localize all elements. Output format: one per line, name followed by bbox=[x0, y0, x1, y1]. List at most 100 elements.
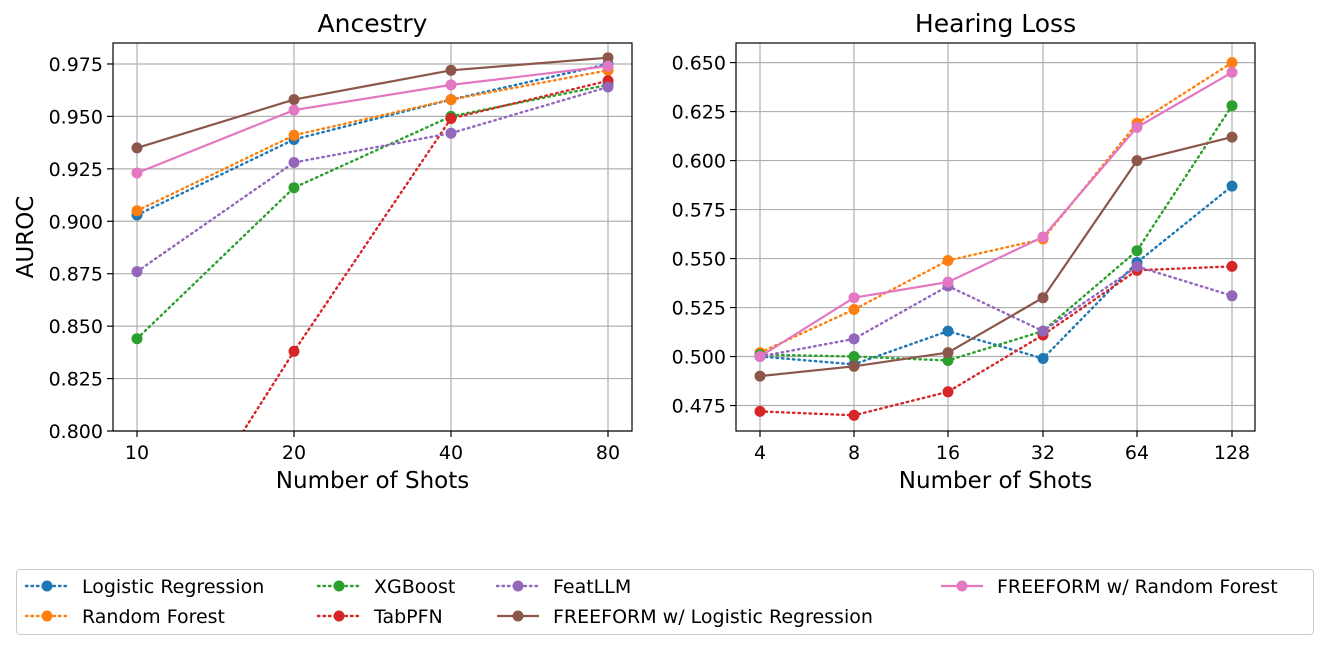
x-axis-label: Number of Shots bbox=[276, 468, 469, 494]
point-featllm-128 bbox=[1226, 290, 1238, 302]
chart-title: Hearing Loss bbox=[915, 9, 1076, 38]
x-tick-label: 128 bbox=[1214, 442, 1250, 464]
y-axis-label: AUROC bbox=[13, 196, 39, 279]
y-tick-label: 0.875 bbox=[49, 264, 103, 286]
y-tick-label: 0.500 bbox=[672, 347, 726, 369]
y-tick-label: 0.575 bbox=[672, 200, 726, 222]
point-freeform-w-logistic-regression-20 bbox=[288, 94, 300, 106]
axes-frame bbox=[112, 42, 633, 432]
point-freeform-w-random-forest-10 bbox=[131, 167, 143, 179]
point-freeform-w-random-forest-16 bbox=[942, 276, 954, 288]
series-line-tabpfn bbox=[242, 79, 610, 431]
series-line-featllm bbox=[758, 265, 1234, 358]
point-featllm-8 bbox=[848, 333, 860, 345]
series-line-random-forest bbox=[758, 61, 1234, 354]
chart-figure: 10 20 40 80 0.800 0.825 0.850 0.875 0.900 0.925 0.… bbox=[13, 9, 1256, 494]
point-freeform-w-logistic-regression-32 bbox=[1037, 292, 1049, 304]
x-tick-label: 20 bbox=[282, 442, 306, 464]
x-tick-label: 10 bbox=[125, 442, 149, 464]
chart-title: Ancestry bbox=[318, 9, 428, 38]
chart-hearing-loss: 4 8 16 32 64 128 0.475 0.500 0.525 0.550 0.575 0.60… bbox=[672, 9, 1256, 494]
y-tick-label: 0.975 bbox=[49, 54, 103, 76]
point-random-forest-8 bbox=[848, 304, 860, 315]
series-line-freeform-w-random-forest bbox=[136, 65, 609, 175]
y-tick-label: 0.850 bbox=[49, 316, 103, 338]
y-tick-label: 0.825 bbox=[49, 369, 103, 391]
point-freeform-w-logistic-regression-10 bbox=[131, 142, 143, 154]
x-tick-label: 64 bbox=[1125, 442, 1149, 464]
x-tick-label: 4 bbox=[754, 442, 766, 464]
point-freeform-w-random-forest-128 bbox=[1226, 66, 1238, 78]
x-tick-label: 16 bbox=[936, 442, 960, 464]
point-freeform-w-random-forest-8 bbox=[848, 292, 860, 304]
point-logistic-regression-128 bbox=[1226, 180, 1238, 192]
x-tick-label: 40 bbox=[439, 442, 463, 464]
point-freeform-w-random-forest-20 bbox=[288, 104, 300, 116]
point-random-forest-40 bbox=[445, 94, 457, 106]
point-random-forest-10 bbox=[131, 205, 143, 217]
series-line-freeform-w-logistic-regression bbox=[136, 56, 609, 149]
point-logistic-regression-16 bbox=[942, 325, 954, 337]
y-tick-label: 0.550 bbox=[672, 249, 726, 271]
y-tick-label: 0.950 bbox=[49, 106, 103, 128]
series-line-logistic-regression bbox=[135, 62, 610, 217]
point-freeform-w-logistic-regression-16 bbox=[942, 347, 954, 359]
point-freeform-w-random-forest-32 bbox=[1037, 231, 1049, 243]
point-tabpfn-8 bbox=[848, 409, 860, 421]
series-group bbox=[131, 52, 614, 431]
y-tick-label: 0.475 bbox=[672, 396, 726, 418]
y-tick-label: 0.625 bbox=[672, 102, 726, 124]
legend bbox=[16, 569, 1314, 635]
gridlines bbox=[113, 43, 632, 432]
point-featllm-40 bbox=[445, 127, 457, 139]
point-xgboost-10 bbox=[131, 333, 143, 345]
point-tabpfn-128 bbox=[1226, 260, 1238, 272]
point-xgboost-16 bbox=[942, 355, 954, 366]
x-tick-label: 32 bbox=[1031, 442, 1055, 464]
chart-ancestry: 10 20 40 80 0.800 0.825 0.850 0.875 0.900 0.925 0.… bbox=[13, 9, 633, 494]
series-line-random-forest bbox=[135, 69, 610, 213]
point-freeform-w-random-forest-80 bbox=[602, 60, 614, 72]
x-tick-label: 8 bbox=[848, 442, 860, 464]
series-line-freeform-w-logistic-regression bbox=[759, 136, 1233, 378]
point-freeform-w-logistic-regression-128 bbox=[1226, 131, 1238, 143]
point-xgboost-64 bbox=[1131, 245, 1143, 257]
point-tabpfn-4 bbox=[754, 405, 766, 417]
point-random-forest-128 bbox=[1226, 57, 1238, 69]
point-freeform-w-random-forest-40 bbox=[445, 79, 457, 91]
point-freeform-w-logistic-regression-64 bbox=[1131, 155, 1143, 167]
point-featllm-80 bbox=[602, 81, 614, 93]
x-axis-label: Number of Shots bbox=[899, 468, 1092, 494]
point-featllm-20 bbox=[288, 157, 300, 168]
axes-frame bbox=[735, 42, 1256, 432]
series-line-freeform-w-random-forest bbox=[759, 71, 1233, 358]
point-random-forest-20 bbox=[288, 129, 300, 141]
point-logistic-regression-32 bbox=[1037, 353, 1049, 364]
gridlines bbox=[736, 43, 1255, 431]
point-featllm-32 bbox=[1037, 325, 1049, 337]
x-tick-label: 80 bbox=[596, 442, 620, 464]
point-tabpfn-40 bbox=[445, 113, 457, 124]
point-freeform-w-random-forest-4 bbox=[754, 351, 766, 362]
point-freeform-w-logistic-regression-8 bbox=[848, 360, 860, 372]
point-tabpfn-16 bbox=[942, 386, 954, 398]
point-featllm-64 bbox=[1131, 260, 1143, 272]
series-group bbox=[754, 57, 1238, 421]
point-xgboost-20 bbox=[288, 182, 300, 194]
y-tick-label: 0.800 bbox=[49, 421, 103, 443]
point-featllm-10 bbox=[131, 266, 143, 278]
point-random-forest-16 bbox=[942, 255, 954, 266]
point-freeform-w-logistic-regression-40 bbox=[445, 64, 457, 76]
point-freeform-w-logistic-regression-4 bbox=[754, 370, 766, 382]
point-tabpfn-20 bbox=[288, 345, 300, 357]
point-freeform-w-logistic-regression-80 bbox=[602, 52, 614, 64]
y-tick-label: 0.650 bbox=[672, 53, 726, 75]
point-xgboost-128 bbox=[1226, 100, 1238, 112]
series-line-xgboost bbox=[135, 83, 610, 340]
series-line-featllm bbox=[135, 85, 610, 273]
series-line-xgboost bbox=[758, 104, 1234, 362]
series-line-tabpfn bbox=[758, 265, 1234, 417]
point-freeform-w-random-forest-64 bbox=[1131, 121, 1143, 133]
y-tick-label: 0.525 bbox=[672, 298, 726, 320]
y-tick-label: 0.925 bbox=[49, 159, 103, 181]
